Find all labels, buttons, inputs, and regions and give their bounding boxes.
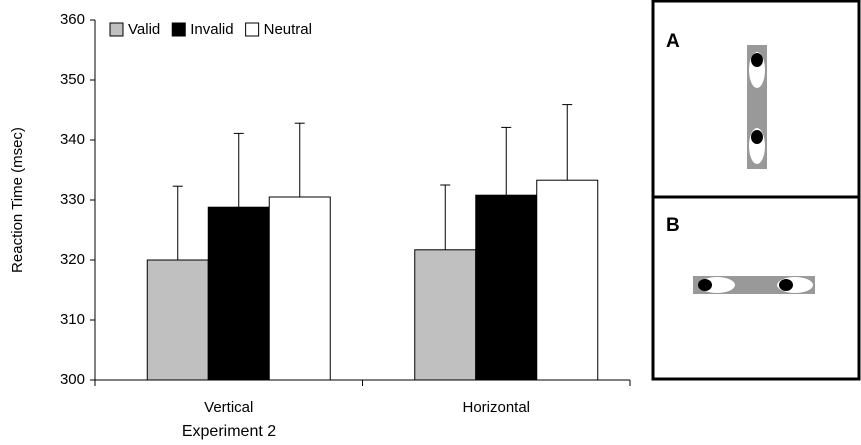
panel-a: A xyxy=(651,0,861,199)
bar xyxy=(146,259,209,381)
x-tick-label: Vertical xyxy=(204,399,253,416)
bar xyxy=(475,194,538,381)
pupil xyxy=(751,53,763,67)
y-tick-label: 340 xyxy=(60,131,85,148)
y-tick-label: 300 xyxy=(60,371,85,388)
pupil xyxy=(698,279,712,291)
pupil xyxy=(751,130,763,144)
legend-swatch xyxy=(171,22,186,37)
panel-b: B xyxy=(651,195,861,381)
bar xyxy=(207,206,270,381)
y-tick-label: 310 xyxy=(60,311,85,328)
y-axis-label: Reaction Time (msec) xyxy=(9,127,26,273)
legend-label: Valid xyxy=(128,21,160,38)
legend-label: Invalid xyxy=(190,21,233,38)
x-axis-label: Experiment 2 xyxy=(182,423,276,440)
pupil xyxy=(779,279,793,291)
legend-label: Neutral xyxy=(264,21,312,38)
bar xyxy=(414,249,477,381)
bar xyxy=(268,196,331,381)
y-tick-label: 320 xyxy=(60,251,85,268)
x-tick-label: Horizontal xyxy=(462,399,530,416)
panel-label: A xyxy=(666,31,680,52)
y-tick-label: 330 xyxy=(60,191,85,208)
legend-swatch xyxy=(109,22,124,37)
y-tick-label: 360 xyxy=(60,11,85,28)
y-tick-label: 350 xyxy=(60,71,85,88)
bar xyxy=(536,179,599,381)
legend-swatch xyxy=(245,22,260,37)
panel-label: B xyxy=(666,215,680,236)
